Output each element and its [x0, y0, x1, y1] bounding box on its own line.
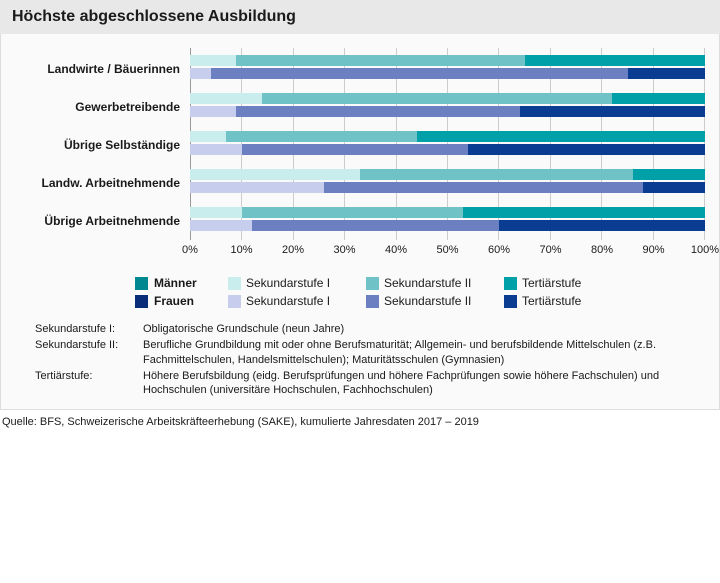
- x-tick: 30%: [333, 244, 355, 256]
- legend-m-1: Sekundarstufe II: [384, 276, 471, 290]
- x-tick: 80%: [591, 244, 613, 256]
- def-term: Sekundarstufe I:: [35, 322, 143, 337]
- legend-f-2: Tertiärstufe: [522, 294, 581, 308]
- x-tick: 70%: [539, 244, 561, 256]
- x-tick: 60%: [488, 244, 510, 256]
- x-tick: 10%: [230, 244, 252, 256]
- x-tick: 90%: [642, 244, 664, 256]
- legend-m-lead: Männer: [154, 276, 197, 290]
- bar-m: [190, 93, 705, 104]
- x-axis: 0%10%20%30%40%50%60%70%80%90%100%: [190, 244, 705, 260]
- x-tick: 100%: [691, 244, 719, 256]
- bar-f: [190, 220, 705, 231]
- def-term: Tertiärstufe:: [35, 369, 143, 399]
- category-label: Gewerbetreibende: [15, 88, 190, 126]
- def-desc: Berufliche Grundbildung mit oder ohne Be…: [143, 338, 705, 368]
- legend-f-lead: Frauen: [154, 294, 194, 308]
- bar-rows: [190, 48, 705, 238]
- category-label: Landw. Arbeitnehmende: [15, 164, 190, 202]
- source-note: Quelle: BFS, Schweizerische Arbeitskräft…: [0, 410, 720, 428]
- legend-f-1: Sekundarstufe II: [384, 294, 471, 308]
- x-tick: 20%: [282, 244, 304, 256]
- bar-m: [190, 131, 705, 142]
- category-label: Übrige Selbständige: [15, 126, 190, 164]
- legend-m-2: Tertiärstufe: [522, 276, 581, 290]
- plot-area: [190, 48, 705, 240]
- def-desc: Obligatorische Grundschule (neun Jahre): [143, 322, 705, 337]
- bar-m: [190, 207, 705, 218]
- legend-m-0: Sekundarstufe I: [246, 276, 330, 290]
- category-label: Landwirte / Bäuerinnen: [15, 50, 190, 88]
- def-desc: Höhere Berufsbildung (eidg. Berufsprüfun…: [143, 369, 705, 399]
- legend: Männer Sekundarstufe I Sekundarstufe II …: [135, 276, 705, 308]
- category-label: Übrige Arbeitnehmende: [15, 202, 190, 240]
- chart-title: Höchste abgeschlossene Ausbildung: [0, 0, 720, 34]
- x-tick: 50%: [436, 244, 458, 256]
- bar-f: [190, 144, 705, 155]
- legend-f-0: Sekundarstufe I: [246, 294, 330, 308]
- bar-f: [190, 68, 705, 79]
- bar-f: [190, 182, 705, 193]
- x-tick: 40%: [385, 244, 407, 256]
- bar-f: [190, 106, 705, 117]
- x-tick: 0%: [182, 244, 198, 256]
- bar-m: [190, 55, 705, 66]
- y-axis-labels: Landwirte / BäuerinnenGewerbetreibendeÜb…: [15, 48, 190, 240]
- def-term: Sekundarstufe II:: [35, 338, 143, 368]
- definitions: Sekundarstufe I:Obligatorische Grundschu…: [35, 322, 705, 398]
- chart-area: Landwirte / BäuerinnenGewerbetreibendeÜb…: [0, 34, 720, 410]
- bar-m: [190, 169, 705, 180]
